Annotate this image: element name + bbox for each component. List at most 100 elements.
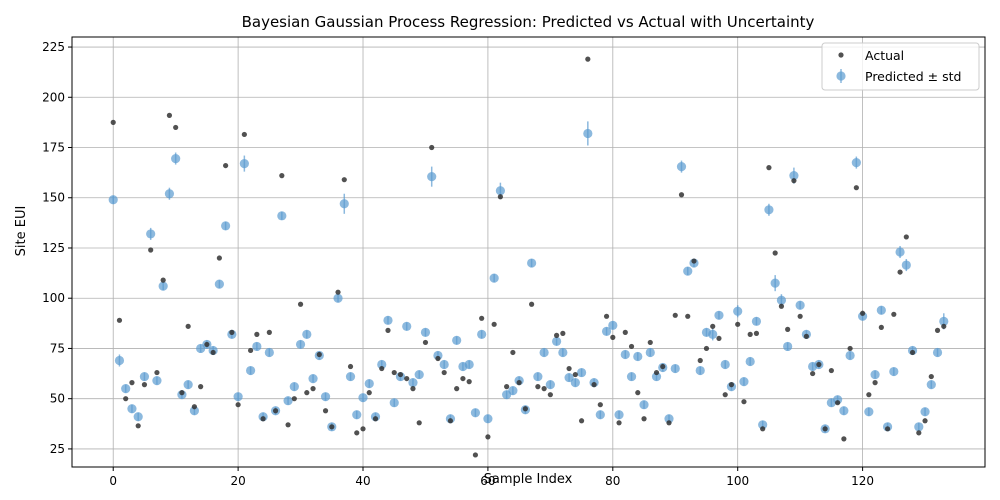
predicted-point: [146, 229, 156, 239]
predicted-point: [851, 157, 861, 168]
actual-point: [597, 402, 603, 408]
predicted-point: [901, 260, 911, 270]
predicted-point: [939, 316, 949, 326]
actual-point: [816, 361, 822, 368]
predicted-point: [895, 247, 905, 257]
predicted-point: [527, 258, 537, 268]
predicted-point: [452, 335, 462, 346]
actual-point: [123, 396, 129, 402]
legend-actual-label: Actual: [865, 48, 904, 63]
actual-point: [422, 339, 429, 346]
actual-point: [653, 369, 660, 376]
predicted-point: [708, 329, 718, 339]
actual-point: [141, 382, 148, 388]
actual-point: [223, 162, 229, 169]
actual-point: [554, 332, 560, 338]
predicted-point: [139, 371, 150, 382]
y-tick-label: 175: [42, 141, 65, 155]
actual-point: [697, 357, 703, 364]
actual-point: [909, 349, 916, 356]
actual-point: [335, 289, 341, 295]
actual-point: [460, 375, 466, 382]
predicted-point: [720, 359, 730, 370]
predicted-point: [408, 378, 418, 388]
predicted-point: [570, 378, 580, 388]
predicted-point: [221, 221, 231, 231]
actual-point: [803, 333, 809, 339]
predicted-point: [695, 365, 705, 376]
predicted-point: [564, 372, 574, 383]
actual-point: [372, 416, 379, 422]
predicted-point: [183, 380, 193, 390]
actual-point: [185, 323, 191, 329]
chart-title: Bayesian Gaussian Process Regression: Pr…: [242, 13, 815, 31]
actual-point: [310, 386, 316, 392]
predicted-point: [633, 351, 643, 362]
predicted-point: [495, 186, 505, 196]
actual-point: [504, 384, 510, 390]
predicted-point: [552, 336, 562, 347]
predicted-point: [364, 379, 374, 389]
predicted-point: [264, 347, 274, 358]
actual-point: [747, 331, 753, 337]
x-tick-label: 0: [109, 474, 117, 488]
predicted-point: [439, 359, 449, 370]
predicted-point: [714, 310, 724, 320]
predicted-point: [770, 278, 780, 288]
predicted-point: [427, 172, 437, 182]
actual-point: [791, 178, 797, 184]
predicted-point: [845, 350, 855, 361]
predicted-point: [358, 393, 368, 403]
predicted-point: [601, 326, 612, 336]
actual-point: [291, 396, 297, 402]
actual-point: [760, 426, 766, 432]
actual-point: [735, 321, 741, 327]
predicted-point: [739, 377, 749, 387]
actual-point: [272, 408, 279, 414]
actual-point: [379, 365, 385, 372]
predicted-point: [470, 408, 481, 418]
actual-point: [572, 371, 578, 378]
predicted-point: [114, 355, 125, 366]
legend-predicted-marker: [836, 71, 846, 81]
actual-point: [710, 323, 716, 329]
predicted-point: [914, 422, 924, 432]
actual-point: [279, 173, 285, 179]
predicted-point: [489, 273, 499, 283]
actual-point: [716, 335, 722, 342]
actual-point: [691, 258, 697, 264]
actual-point: [535, 384, 541, 390]
actual-point: [366, 390, 372, 396]
predicted-point: [683, 266, 693, 276]
predicted-point: [783, 341, 793, 352]
actual-point: [241, 131, 247, 138]
legend-box: [821, 42, 980, 91]
y-tick-label: 200: [42, 90, 65, 104]
predicted-point: [164, 189, 175, 199]
predicted-point: [639, 400, 649, 410]
predicted-point: [233, 392, 243, 402]
actual-point: [884, 426, 891, 432]
actual-point: [466, 379, 472, 385]
actual-point: [766, 165, 772, 171]
actual-point: [666, 420, 672, 426]
predicted-point: [664, 414, 674, 424]
actual-point: [454, 386, 460, 392]
actual-point: [591, 382, 597, 388]
predicted-point: [889, 366, 899, 377]
predicted-point: [389, 398, 399, 408]
predicted-point: [239, 158, 249, 169]
predicted-point: [614, 410, 624, 420]
predicted-point: [477, 329, 487, 339]
actual-point: [635, 390, 641, 396]
predicted-point: [558, 347, 568, 358]
legend-predicted-label: Predicted ± std: [865, 69, 961, 84]
predicted-point: [295, 339, 306, 350]
actual-point: [110, 119, 116, 125]
actual-point: [135, 423, 141, 429]
actual-point: [610, 334, 616, 340]
predicted-point: [758, 420, 768, 430]
predicted-point: [764, 205, 774, 215]
actual-point: [166, 112, 173, 118]
predicted-point: [246, 365, 256, 376]
